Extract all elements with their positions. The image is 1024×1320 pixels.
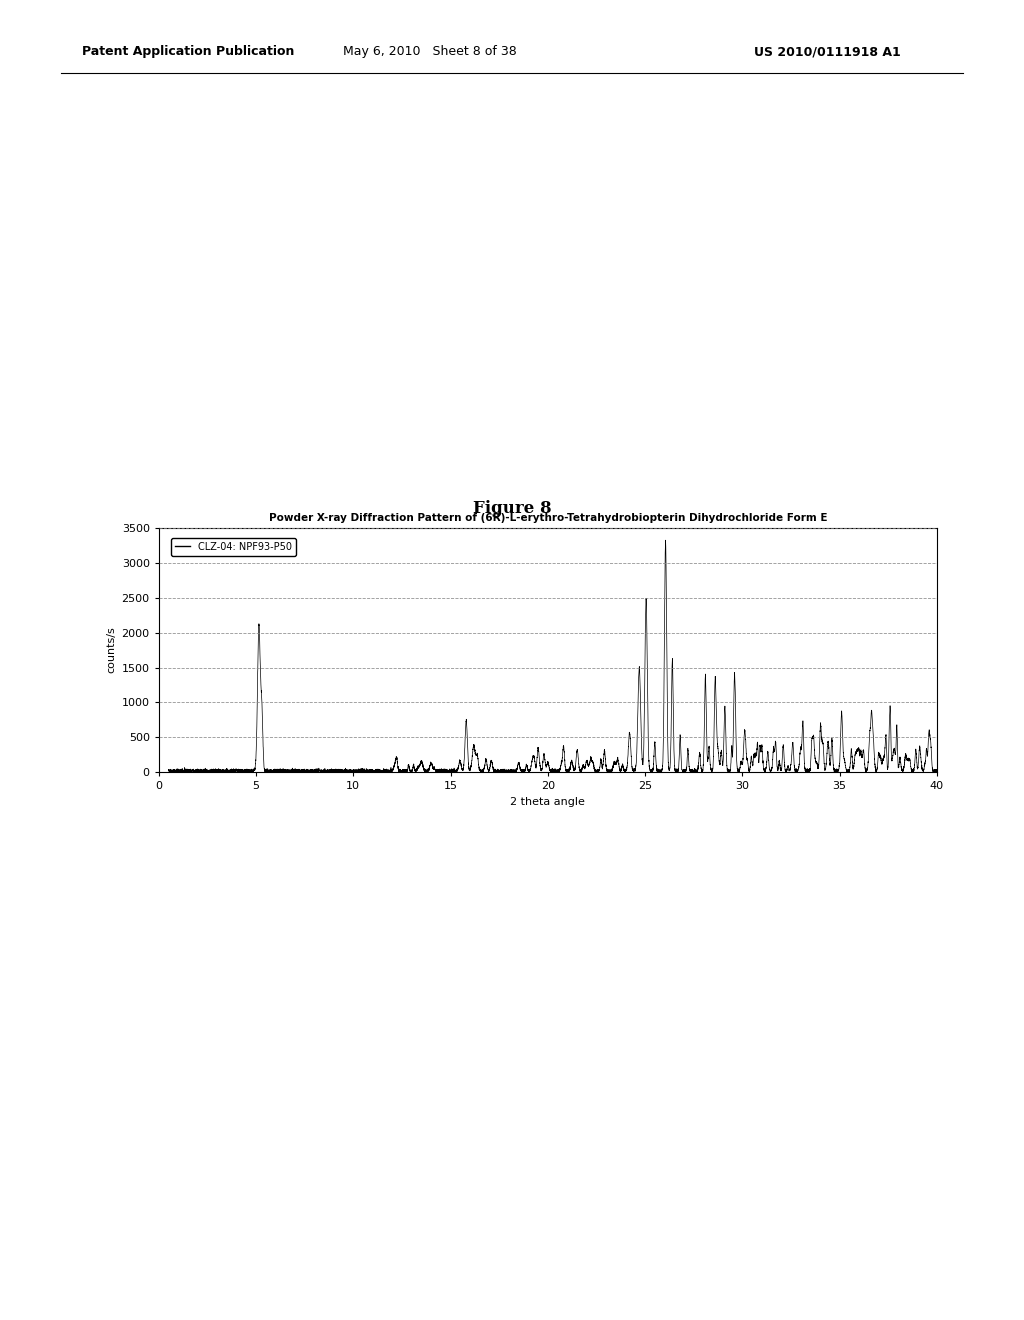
Text: Patent Application Publication: Patent Application Publication <box>82 45 294 58</box>
Text: Figure 8: Figure 8 <box>473 500 551 516</box>
X-axis label: 2 theta angle: 2 theta angle <box>510 797 586 807</box>
Text: May 6, 2010   Sheet 8 of 38: May 6, 2010 Sheet 8 of 38 <box>343 45 517 58</box>
Title: Powder X-ray Diffraction Pattern of (6R)-L-erythro-Tetrahydrobiopterin Dihydroch: Powder X-ray Diffraction Pattern of (6R)… <box>268 513 827 523</box>
Legend: CLZ-04: NPF93-P50: CLZ-04: NPF93-P50 <box>171 537 296 556</box>
Y-axis label: counts/s: counts/s <box>106 627 116 673</box>
Text: US 2010/0111918 A1: US 2010/0111918 A1 <box>755 45 901 58</box>
